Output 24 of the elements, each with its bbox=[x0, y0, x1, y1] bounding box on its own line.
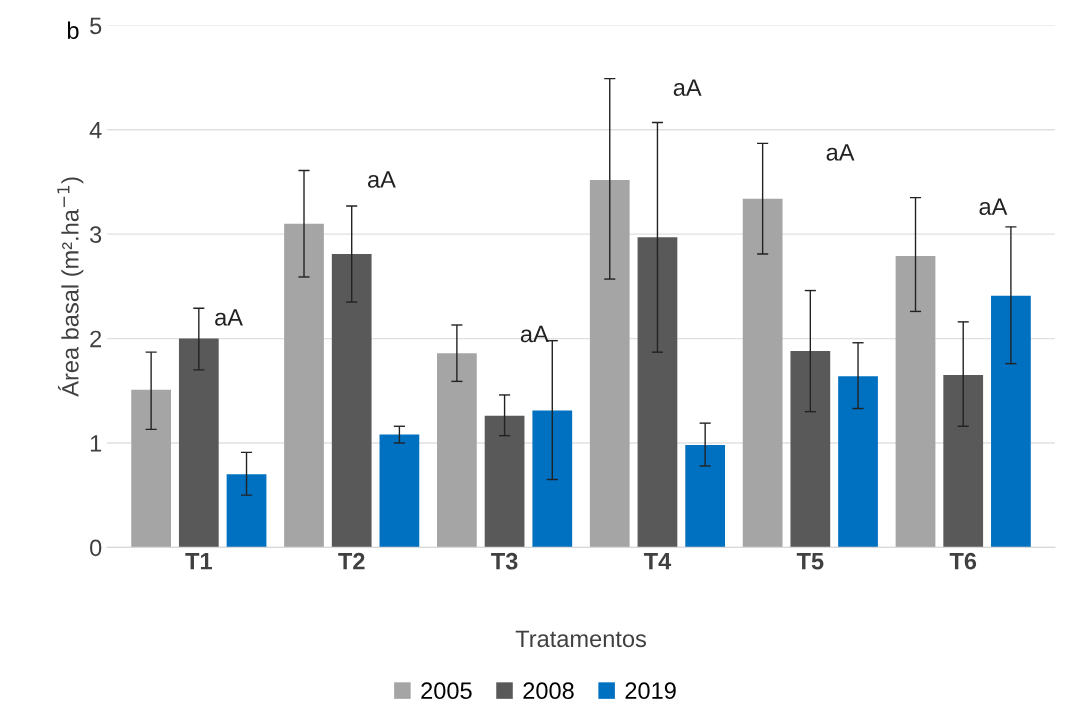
annotation: aA bbox=[367, 171, 396, 188]
y-tick-label: 3 bbox=[90, 226, 102, 243]
x-tick-label: T1 bbox=[185, 553, 212, 570]
annotation: aA bbox=[673, 79, 702, 96]
x-tick-label: T2 bbox=[338, 552, 365, 570]
x-tick-label: T4 bbox=[643, 553, 672, 570]
text: b bbox=[67, 21, 79, 39]
y-tick-label: 0 bbox=[90, 539, 102, 557]
annotation: aA bbox=[979, 198, 1008, 215]
annotation: aA bbox=[826, 144, 855, 161]
x-axis-title: Tratamentos bbox=[515, 630, 646, 648]
legend-label: 2019 bbox=[625, 682, 676, 700]
annotation: aA bbox=[215, 309, 243, 326]
x-tick-label: T6 bbox=[949, 552, 977, 570]
y-tick-label: 5 bbox=[90, 17, 102, 35]
legend-label: 2008 bbox=[523, 682, 574, 700]
y-axis-title: Área basal (m².ha$^{−1}$) bbox=[57, 177, 84, 397]
x-tick-label: T5 bbox=[796, 553, 824, 570]
x-tick-label: T3 bbox=[491, 552, 518, 570]
y-tick-label: 2 bbox=[90, 330, 102, 348]
y-tick-label: 1 bbox=[90, 435, 102, 452]
legend-label: 2005 bbox=[421, 682, 472, 700]
y-tick-label: 4 bbox=[89, 122, 102, 139]
annotation: aA bbox=[520, 325, 549, 343]
